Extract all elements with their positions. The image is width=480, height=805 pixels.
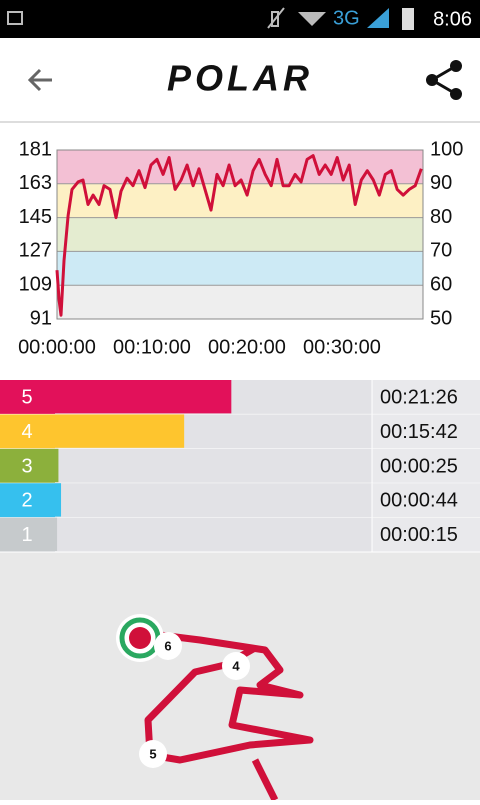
y-tick-label: 91	[30, 307, 52, 329]
mute-icon	[267, 7, 285, 29]
y-tick-label: 145	[19, 206, 52, 228]
zone-number: 3	[21, 455, 32, 477]
lap-marker	[139, 740, 167, 768]
zone-time-bg	[372, 517, 480, 552]
lap-label: 4	[232, 658, 240, 673]
zone-row-bg	[55, 517, 372, 552]
zone-number-bg	[0, 517, 55, 552]
back-button[interactable]	[27, 68, 52, 92]
zone-row-bg	[55, 448, 372, 484]
y2-tick-label: 50	[430, 307, 452, 329]
zone-number: 2	[21, 490, 32, 512]
lap-marker	[154, 632, 182, 660]
status-bar	[0, 0, 480, 38]
signal-icon	[367, 8, 389, 28]
wifi-icon	[298, 12, 326, 26]
start-marker	[129, 627, 151, 649]
zone-bar	[55, 483, 62, 517]
zone-band	[57, 217, 423, 252]
battery-icon	[402, 8, 414, 30]
zone-number-bg	[0, 414, 55, 449]
x-tick-label: 00:10:00	[113, 336, 191, 358]
zone-bar	[55, 414, 185, 448]
zone-time-bg	[372, 414, 480, 449]
share-button[interactable]	[426, 60, 462, 100]
x-tick-label: 00:30:00	[303, 336, 381, 358]
zone-row-bg	[55, 483, 372, 518]
zone-time-bg	[372, 483, 480, 518]
route	[144, 631, 314, 764]
lap-label: 6	[164, 638, 171, 653]
zone-number-bg	[0, 483, 55, 518]
y-tick-label: 163	[19, 172, 52, 194]
y2-tick-label: 90	[430, 172, 452, 194]
y-tick-label: 109	[19, 273, 52, 295]
zone-time-bg	[372, 448, 480, 484]
zone-duration: 00:15:42	[380, 421, 458, 443]
lap-marker	[222, 652, 250, 680]
zone-time-bg	[372, 380, 480, 415]
network: 3G	[333, 7, 360, 29]
zone-bar	[55, 517, 58, 551]
y-tick-label: 127	[19, 240, 52, 262]
logo: POLAR	[167, 58, 313, 99]
y-tick-label: 181	[19, 138, 52, 160]
y2-tick-label: 70	[430, 240, 452, 262]
zone-number: 5	[21, 386, 32, 408]
zone-duration: 00:00:44	[380, 490, 458, 512]
y2-tick-label: 60	[430, 273, 452, 295]
zone-number: 1	[21, 524, 32, 546]
y2-tick-label: 100	[430, 138, 463, 160]
route	[251, 758, 279, 802]
zone-duration: 00:00:15	[380, 524, 458, 546]
zone-number-bg	[0, 448, 55, 484]
gallery-icon	[7, 11, 23, 25]
lap-label: 5	[149, 746, 156, 761]
clock: 8:06	[433, 8, 472, 30]
header	[0, 38, 480, 122]
x-tick-label: 00:00:00	[18, 336, 96, 358]
zone-bar	[55, 380, 232, 414]
zone-number-bg	[0, 380, 55, 415]
zone-band	[57, 251, 423, 286]
zone-duration: 00:00:25	[380, 455, 458, 477]
zone-band	[57, 150, 423, 184]
zone-number: 4	[21, 421, 32, 443]
x-tick-label: 00:20:00	[208, 336, 286, 358]
y2-tick-label: 80	[430, 206, 452, 228]
zone-band	[57, 285, 423, 319]
zone-bar	[55, 448, 59, 483]
zone-duration: 00:21:26	[380, 386, 458, 408]
plot-frame	[56, 149, 424, 320]
heart-rate-line	[55, 154, 423, 317]
